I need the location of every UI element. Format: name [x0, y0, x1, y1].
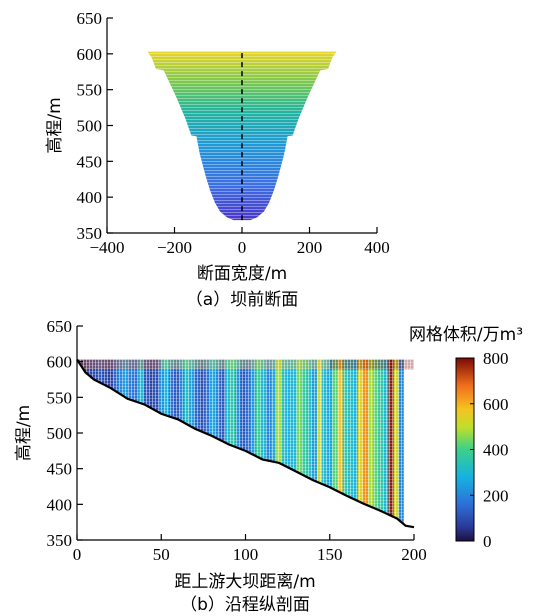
- panel-b-ytick-label: 550: [47, 388, 73, 407]
- panel-b-ytick-label: 450: [47, 460, 73, 479]
- panel-a-xtick-label: −200: [157, 238, 192, 257]
- panel-a-ytick-label: 400: [77, 188, 103, 207]
- panel-b-ytick-label: 350: [47, 531, 73, 550]
- panel-a-axes: 350 400 450 500 550 600 650 −400 −200 0 200 400: [77, 9, 390, 257]
- grid-cell-column: [87, 359, 93, 528]
- panel-a: 350 400 450 500 550 600 650 −400 −200 0 200 400 高程/…: [45, 9, 390, 310]
- panel-a-ytick-label: 500: [77, 117, 103, 136]
- panel-a-xtick-label: 400: [364, 238, 390, 257]
- panel-b-xtick-label: 100: [233, 545, 259, 564]
- grid-cell-column: [82, 359, 88, 528]
- panel-b-ytick-label: 600: [47, 353, 73, 372]
- grid-cell-column: [77, 359, 83, 528]
- panel-a-xtick-label: 0: [238, 238, 247, 257]
- panel-b: 350 400 450 500 550 600 650 0 50 100 150 200 高程/m 距…: [14, 317, 427, 615]
- panel-a-ytick-label: 550: [77, 81, 103, 100]
- grid-cell-column: [97, 359, 103, 528]
- panel-b-caption: （b）沿程纵剖面: [180, 595, 310, 615]
- panel-a-xtick-label: 200: [297, 238, 323, 257]
- panel-b-axes: 350 400 450 500 550 600 650 0 50 100 150 200: [47, 317, 427, 564]
- panel-a-xtick-label: −400: [89, 238, 124, 257]
- panel-b-xtick-label: 0: [73, 545, 82, 564]
- colorbar-tick-label: 800: [483, 349, 509, 368]
- panel-a-xlabel: 断面宽度/m: [197, 264, 287, 284]
- bed-profile-line: [76, 358, 415, 529]
- panel-b-ylabel: 高程/m: [14, 405, 34, 461]
- panel-b-xtick-label: 200: [401, 545, 427, 564]
- panel-a-ytick-label: 350: [77, 224, 103, 243]
- panel-b-ytick-label: 500: [47, 424, 73, 443]
- panel-b-xtick-label: 150: [317, 545, 343, 564]
- panel-a-ylabel: 高程/m: [45, 97, 65, 153]
- panel-b-xtick-label: 50: [153, 545, 170, 564]
- panel-a-ytick-label: 600: [77, 45, 103, 64]
- colorbar-ticks: 0 200 400 600 800: [470, 349, 509, 551]
- colorbar-tick-label: 0: [483, 532, 492, 551]
- colorbar: 网格体积/万m³ 0 200 400 600 800: [409, 325, 523, 551]
- panel-a-ytick-label: 650: [77, 9, 103, 28]
- colorbar-tick-label: 600: [483, 395, 509, 414]
- colorbar-tick-label: 400: [483, 441, 509, 460]
- panel-a-ytick-label: 450: [77, 152, 103, 171]
- panel-a-caption: （a）坝前断面: [186, 290, 298, 310]
- panel-b-ytick-label: 650: [47, 317, 73, 336]
- grid-cell-column: [92, 359, 98, 528]
- colorbar-title: 网格体积/万m³: [409, 325, 523, 345]
- panel-b-ytick-label: 400: [47, 495, 73, 514]
- panel-b-xlabel: 距上游大坝距离/m: [174, 572, 315, 592]
- colorbar-tick-label: 200: [483, 486, 509, 505]
